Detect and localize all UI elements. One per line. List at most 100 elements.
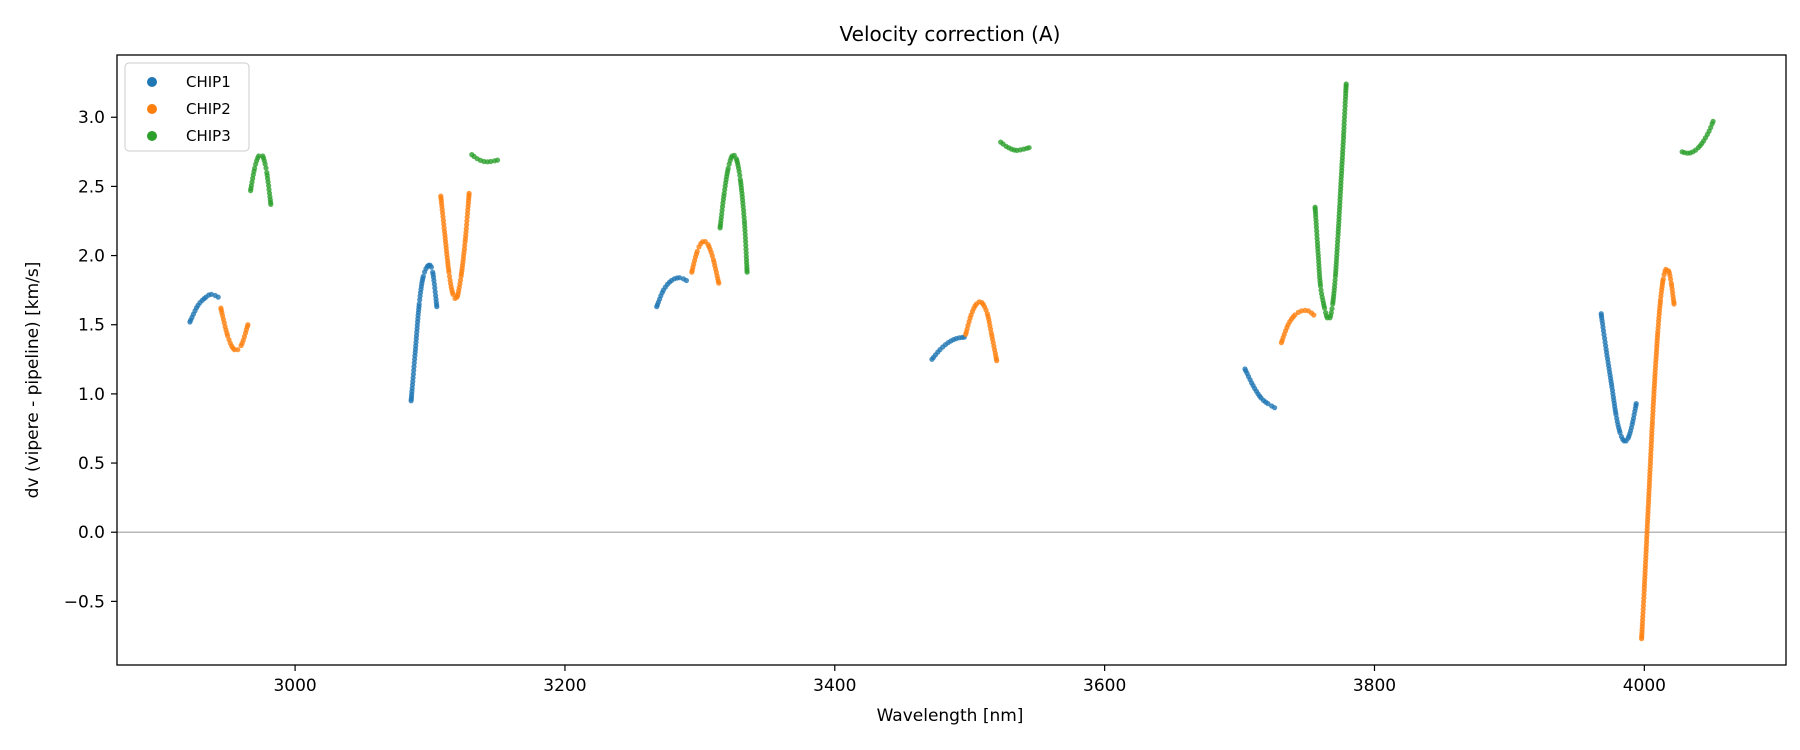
data-point [743,242,749,249]
x-tick-label: 3800 [1353,676,1396,696]
data-point [446,269,452,275]
data-point [725,165,731,171]
plot-area [117,55,1786,665]
legend-label: CHIP3 [186,127,231,145]
data-point [450,291,456,297]
legend-marker [147,131,157,141]
plot-background [117,55,1786,665]
x-tick-label: 3200 [543,676,586,696]
data-point [744,269,750,275]
x-tick-label: 3400 [813,676,856,696]
y-axis-label: dv (vipere - pipeline) [km/s] [23,262,43,499]
data-point [1314,232,1320,238]
data-point [457,277,464,283]
data-points [187,81,1716,642]
data-point [737,172,743,178]
data-point [266,183,272,189]
x-tick-label: 3000 [273,676,316,696]
data-point [1329,306,1335,312]
series-chip2 [218,190,1677,642]
data-point [1272,405,1278,411]
data-point [432,289,438,295]
y-tick-label: 0.5 [78,454,105,474]
data-point [463,226,469,232]
data-point [742,235,749,241]
data-point [416,301,422,307]
data-point [1026,145,1032,151]
data-point [411,364,417,370]
y-tick-label: 3.0 [78,108,105,128]
data-point [1640,603,1646,609]
series-chip1 [187,262,1639,444]
data-point [256,153,262,159]
legend: CHIP1 CHIP2 CHIP3 [124,62,250,152]
axes-frame [116,54,1787,666]
data-point [1668,276,1674,282]
data-point [431,281,437,287]
data-point [225,333,231,339]
data-point [446,273,453,279]
data-point [683,277,690,284]
legend-marker [147,77,157,87]
data-point [1328,310,1334,316]
data-point [1313,224,1319,230]
data-point [1342,110,1348,117]
x-tick-label: 4000 [1623,676,1666,696]
data-point [1341,118,1347,124]
x-axis: 3000 3200 3400 3600 3800 4000 [273,665,1666,696]
data-point [262,161,268,167]
data-point [1343,81,1349,87]
y-tick-label: −0.5 [64,592,105,612]
data-point [1641,599,1647,605]
data-point [1311,312,1317,318]
data-point [417,297,423,303]
data-point [464,222,470,228]
data-point [440,214,446,220]
data-point [268,201,274,207]
data-point [1332,277,1338,283]
legend-label: CHIP2 [186,100,231,118]
data-point [235,347,241,353]
data-point [1265,401,1271,407]
x-axis-label: Wavelength [nm] [877,706,1024,726]
data-point [743,239,749,245]
data-point [742,231,748,237]
data-point [263,165,269,171]
data-point [410,371,416,377]
data-point [1317,283,1324,289]
x-tick-label: 3600 [1083,676,1126,696]
plot-frame [116,54,1787,666]
data-point [1322,305,1328,311]
data-point [716,280,722,286]
y-tick-label: 1.5 [78,316,105,336]
data-point [1314,228,1320,234]
data-point [466,190,472,196]
chart-title: Velocity correction (A) [840,22,1061,46]
data-point [464,218,470,224]
data-point [1633,401,1639,407]
data-point [1660,276,1666,282]
data-point [461,246,467,252]
data-point [1617,430,1623,436]
data-point [420,273,426,279]
data-point [1341,114,1348,120]
y-axis: −0.5 0.0 0.5 1.0 1.5 2.0 2.5 3.0 [64,108,117,612]
y-tick-label: 1.0 [78,385,105,405]
y-tick-label: 2.0 [78,247,105,267]
data-point [428,264,434,270]
data-point [215,294,221,300]
data-point [434,304,440,310]
y-tick-label: 0.0 [78,523,105,543]
legend-marker [147,104,157,114]
data-point [494,157,501,163]
legend-label: CHIP1 [186,73,231,91]
data-point [410,375,416,381]
data-point [1671,301,1677,307]
data-point [1640,606,1646,612]
data-point [994,358,1000,364]
y-tick-label: 2.5 [78,177,105,197]
data-point [694,248,700,254]
data-point [252,165,258,171]
data-point [677,275,683,281]
